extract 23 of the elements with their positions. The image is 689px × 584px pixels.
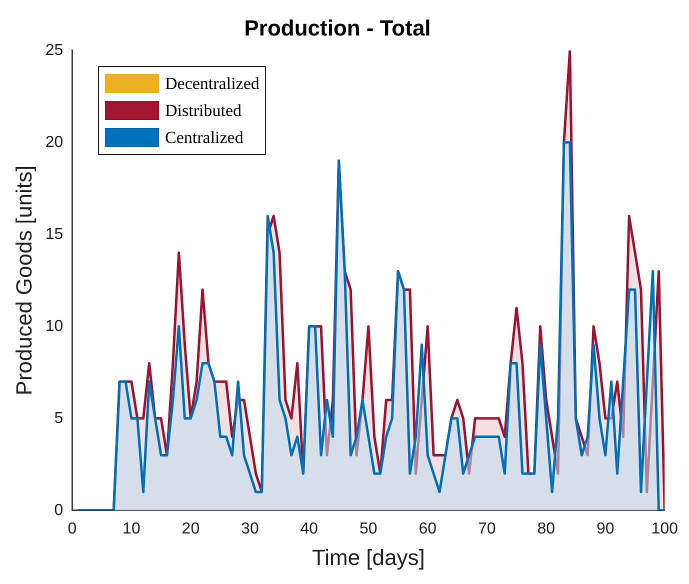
y-tick-label: 25 bbox=[45, 42, 64, 59]
x-tick-label: 40 bbox=[300, 520, 318, 538]
legend-label: Distributed bbox=[165, 100, 242, 120]
x-tick-label: 70 bbox=[478, 520, 496, 538]
legend-label: Decentralized bbox=[165, 74, 260, 94]
x-tick-label: 10 bbox=[122, 520, 140, 538]
x-tick-label: 0 bbox=[68, 520, 77, 538]
y-axis-title: Produced Goods [units] bbox=[11, 165, 36, 396]
chart-title: Production - Total bbox=[244, 15, 431, 40]
x-tick-label: 90 bbox=[596, 520, 614, 538]
y-tick-label: 20 bbox=[45, 134, 64, 151]
x-tick-label: 60 bbox=[418, 520, 437, 538]
x-tick-label: 20 bbox=[182, 520, 200, 538]
x-tick-label: 80 bbox=[537, 520, 556, 538]
y-tick-label: 0 bbox=[54, 502, 64, 519]
x-tick-label: 50 bbox=[360, 520, 378, 538]
legend-label: Centralized bbox=[165, 128, 244, 148]
x-axis-title: Time [days] bbox=[312, 544, 425, 570]
y-tick-label: 10 bbox=[45, 318, 64, 335]
y-tick-label: 5 bbox=[54, 410, 64, 427]
y-tick-label: 15 bbox=[45, 226, 64, 243]
x-tick-label: 30 bbox=[241, 520, 259, 538]
x-tick-label: 100 bbox=[651, 520, 678, 538]
